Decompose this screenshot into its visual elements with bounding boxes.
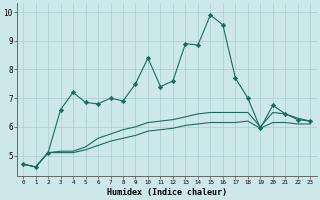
X-axis label: Humidex (Indice chaleur): Humidex (Indice chaleur) <box>107 188 227 197</box>
